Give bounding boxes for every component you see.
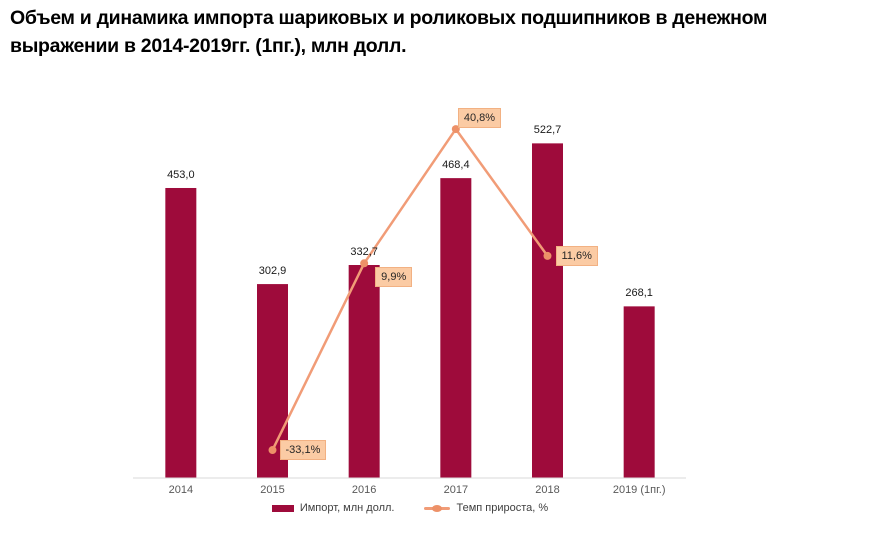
growth-marker-2015[interactable] [268,446,277,455]
bar-2016[interactable] [348,265,380,478]
legend-item-growth-rate[interactable]: Темп прироста, % [424,502,548,514]
bar-2017[interactable] [440,178,472,479]
legend-label-growth-rate: Темп прироста, % [456,502,549,514]
growth-rate-line[interactable] [271,127,549,452]
line-marker-dot-icon [432,504,443,512]
bar-2014[interactable] [165,187,197,479]
chart-title-line1: Объем и динамика импорта шариковых и рол… [10,7,768,29]
chart-title: Объем и динамика импорта шариковых и рол… [10,4,767,60]
growth-marker-2018[interactable] [543,251,552,260]
bar-series-swatch-icon [271,504,294,512]
chart-title-line2: выражении в 2014-2019гг. (1пг.), млн дол… [10,35,407,57]
chart-legend: Импорт, млн долл. Темп прироста, % [135,502,685,514]
bar-2019 (1пг.)[interactable] [623,306,655,478]
bar-2018[interactable] [532,143,563,478]
growth-marker-2016[interactable] [360,259,369,268]
growth-marker-2017[interactable] [451,125,460,134]
legend-item-import[interactable]: Импорт, млн долл. [271,502,395,514]
line-series-swatch-icon [424,504,451,512]
legend-label-import: Импорт, млн долл. [299,502,395,514]
